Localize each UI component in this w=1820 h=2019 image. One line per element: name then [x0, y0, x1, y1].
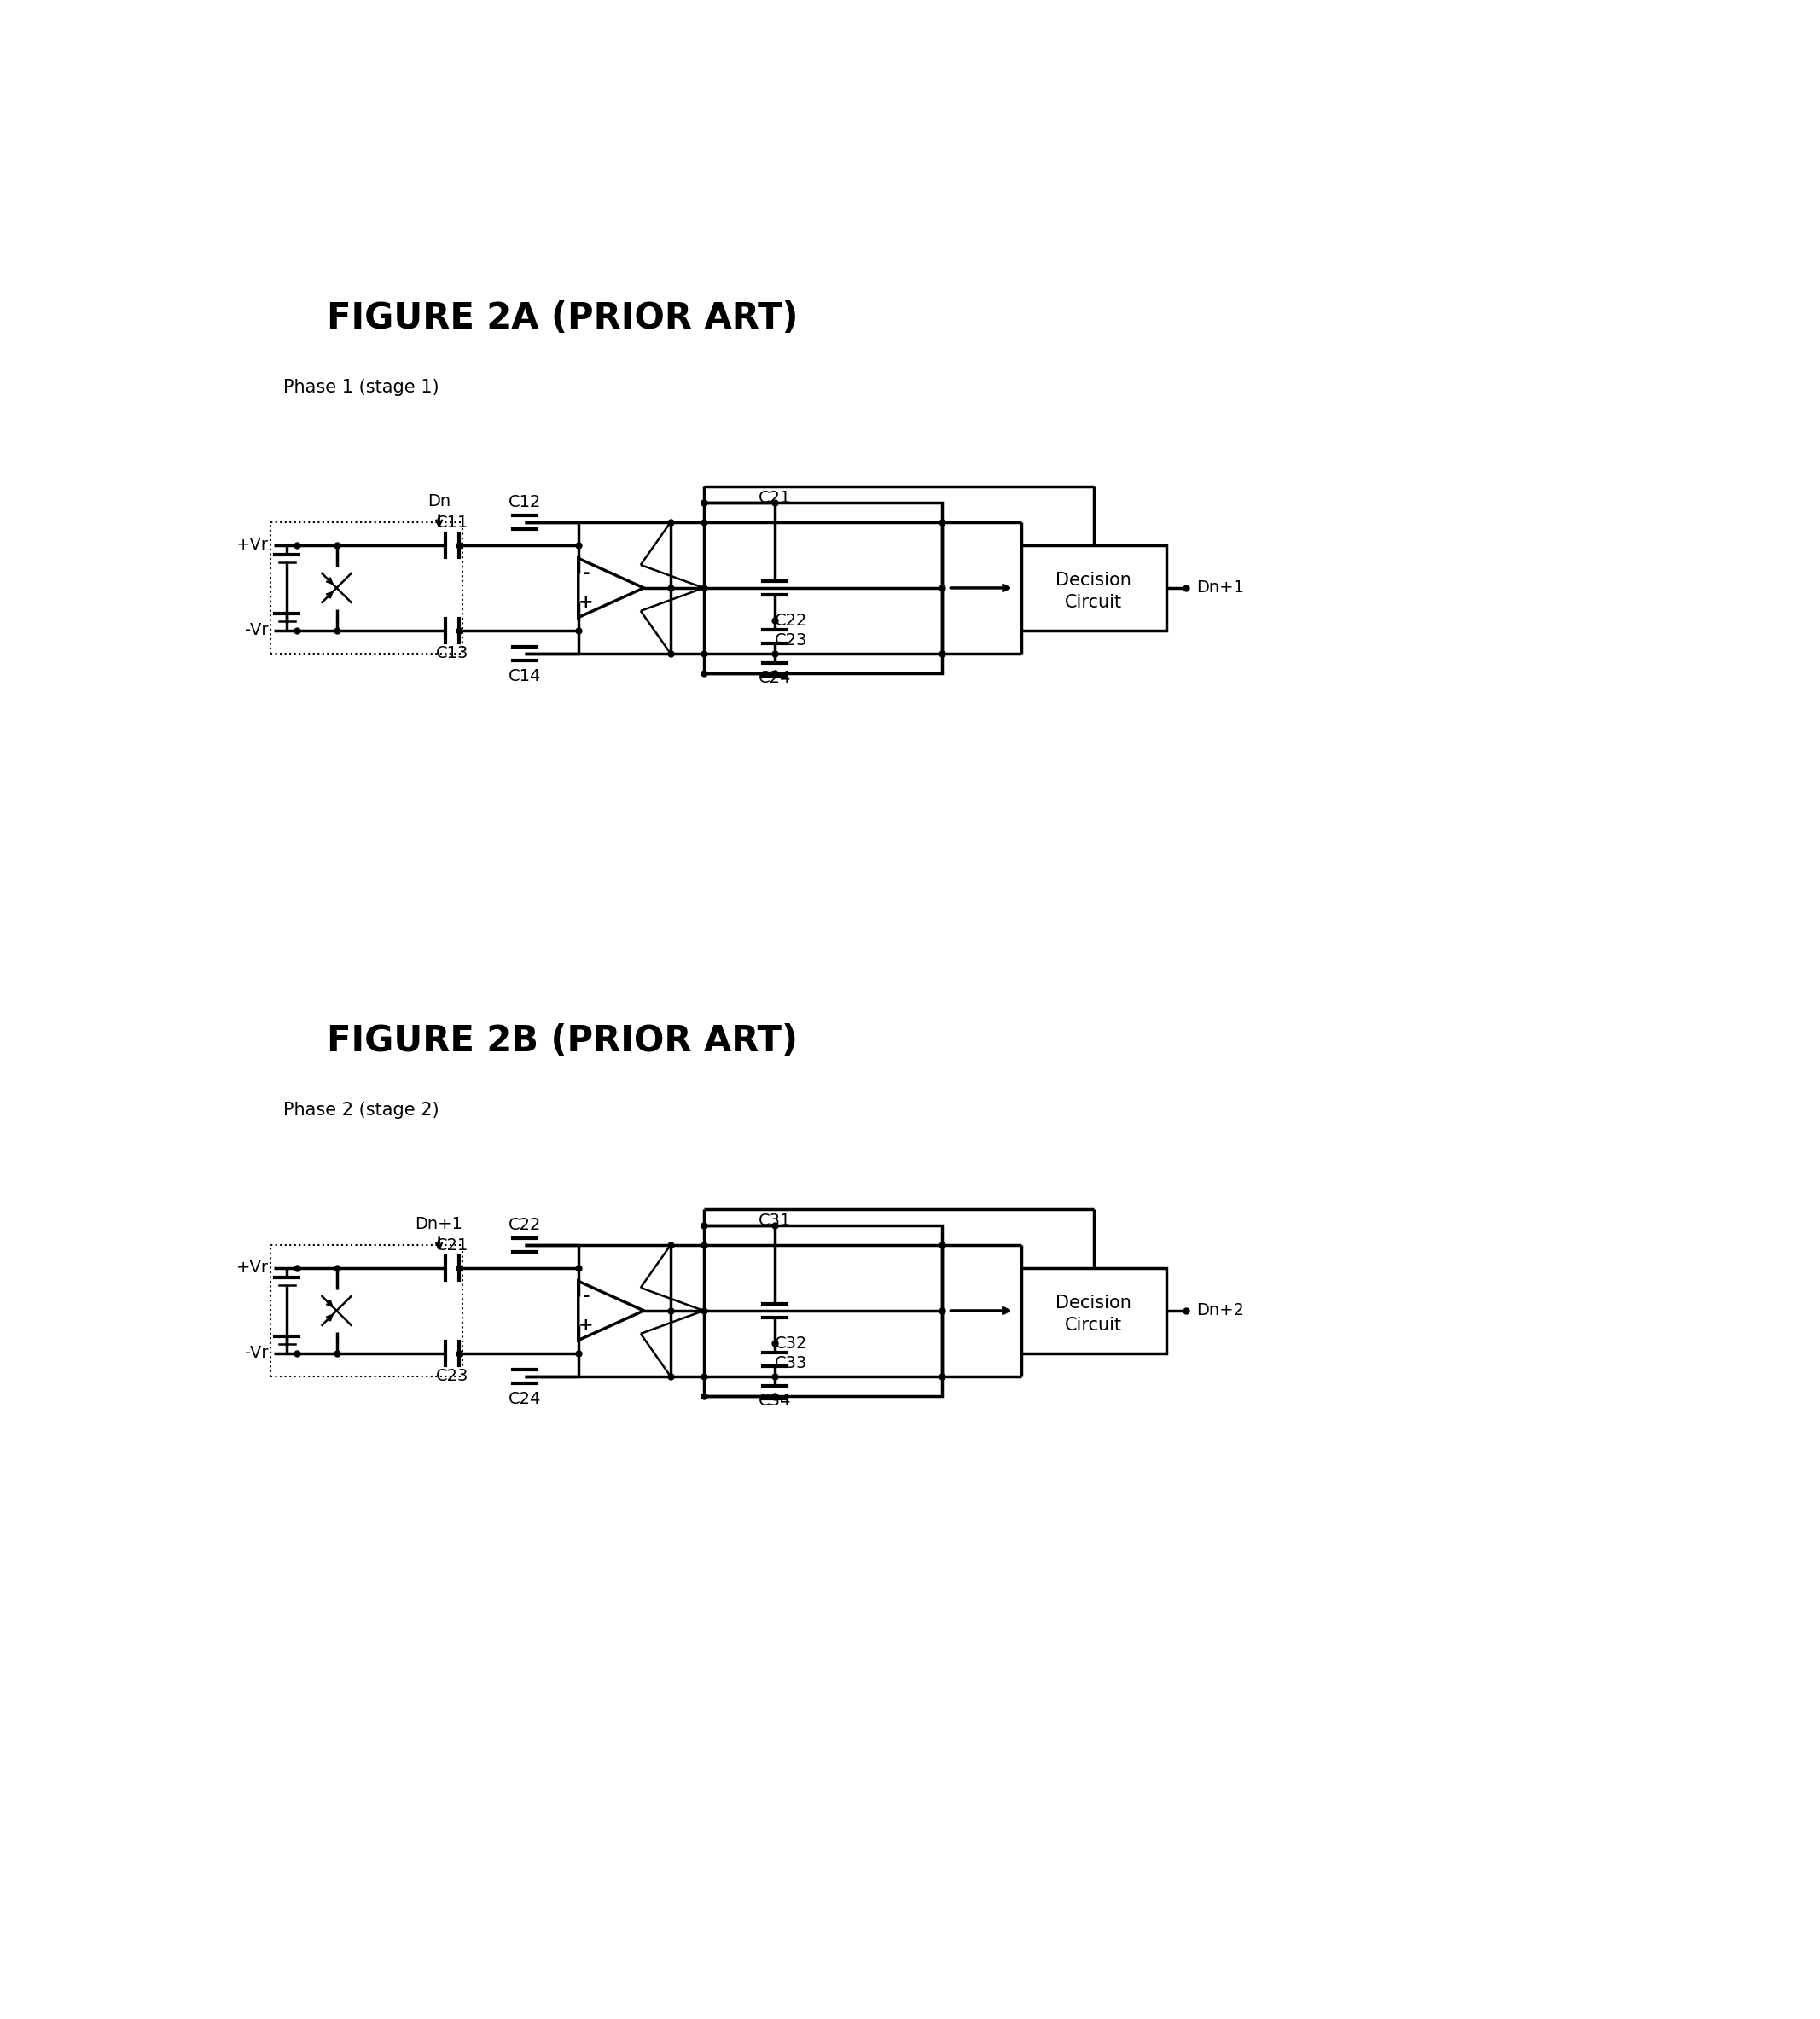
- Text: +Vr: +Vr: [237, 537, 269, 553]
- Text: -Vr: -Vr: [246, 1345, 269, 1361]
- Text: C14: C14: [510, 668, 541, 684]
- Text: FIGURE 2A (PRIOR ART): FIGURE 2A (PRIOR ART): [328, 301, 799, 337]
- Text: C24: C24: [759, 670, 792, 686]
- Text: FIGURE 2B (PRIOR ART): FIGURE 2B (PRIOR ART): [328, 1024, 797, 1060]
- Text: -: -: [582, 565, 590, 581]
- Text: C12: C12: [510, 495, 541, 511]
- Text: C13: C13: [437, 644, 470, 662]
- Bar: [1021, 1268, 1167, 1353]
- Text: C23: C23: [775, 632, 808, 648]
- Bar: [271, 1246, 462, 1377]
- Text: Dn+1: Dn+1: [1196, 579, 1245, 596]
- Bar: [704, 503, 941, 672]
- Text: C34: C34: [759, 1393, 792, 1409]
- Text: +: +: [579, 1316, 593, 1335]
- Text: -: -: [582, 1288, 590, 1304]
- Text: Dn+1: Dn+1: [415, 1215, 462, 1232]
- Text: C33: C33: [775, 1355, 808, 1371]
- Text: Dn+2: Dn+2: [1196, 1302, 1245, 1318]
- Text: +Vr: +Vr: [237, 1260, 269, 1276]
- Text: C32: C32: [775, 1337, 808, 1353]
- Text: C24: C24: [510, 1391, 541, 1407]
- Bar: [704, 1226, 941, 1395]
- Text: C31: C31: [759, 1211, 792, 1228]
- Text: C11: C11: [437, 515, 470, 531]
- Text: Circuit: Circuit: [1065, 594, 1123, 612]
- Text: C21: C21: [759, 489, 792, 507]
- Bar: [1021, 545, 1167, 630]
- Text: Circuit: Circuit: [1065, 1316, 1123, 1335]
- Text: Phase 1 (stage 1): Phase 1 (stage 1): [284, 380, 440, 396]
- Text: C21: C21: [437, 1238, 470, 1254]
- Text: Decision: Decision: [1056, 1294, 1132, 1310]
- Text: +: +: [579, 594, 593, 612]
- Text: -Vr: -Vr: [246, 622, 269, 638]
- Text: Phase 2 (stage 2): Phase 2 (stage 2): [284, 1102, 440, 1119]
- Bar: [271, 523, 462, 654]
- Text: C23: C23: [437, 1367, 470, 1385]
- Text: Decision: Decision: [1056, 571, 1132, 590]
- Text: C22: C22: [775, 614, 808, 630]
- Text: Dn: Dn: [428, 493, 451, 509]
- Text: C22: C22: [510, 1217, 541, 1234]
